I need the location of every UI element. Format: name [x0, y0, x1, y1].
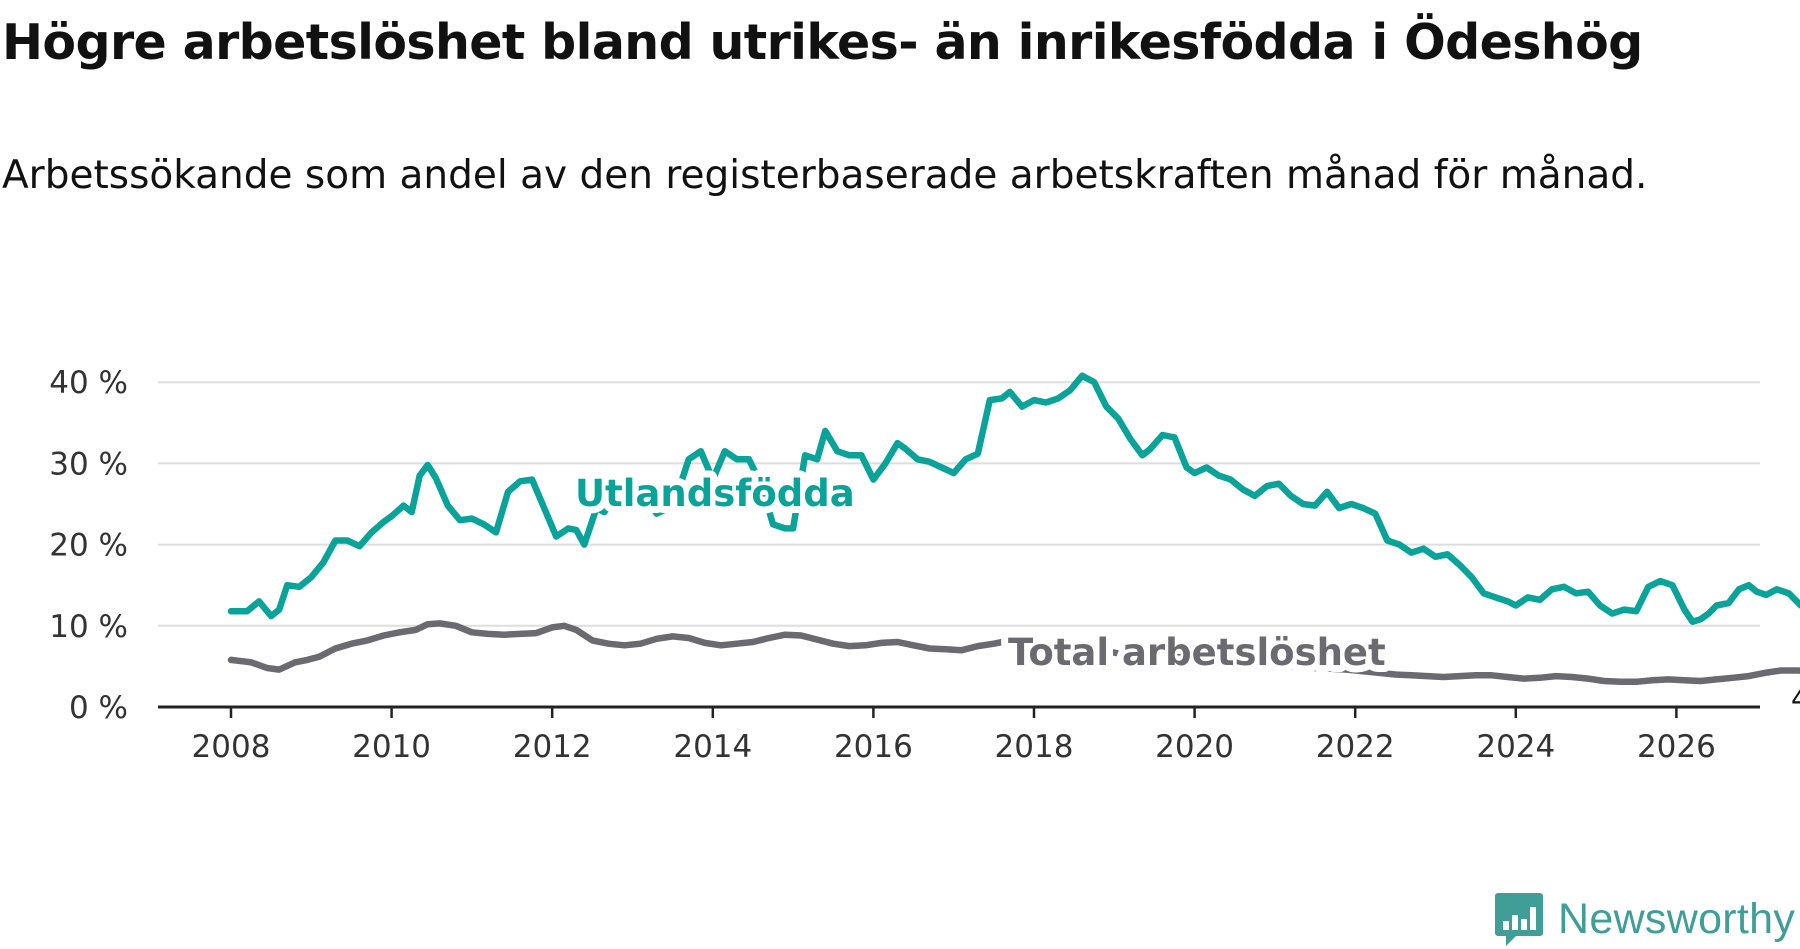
brand-name: Newsworthy [1558, 894, 1796, 943]
series-lines [227, 372, 1800, 686]
series-end-label: 4,3 % [1791, 682, 1800, 715]
x-tick-label: 2022 [1316, 729, 1395, 765]
y-tick-label: 0 % [69, 690, 128, 726]
x-tick-label: 2008 [192, 729, 271, 765]
y-axis-tick-labels: 0 % 10 % 20 % 30 % 40 % [49, 365, 128, 726]
y-tick-label: 40 % [49, 365, 128, 401]
chart-title: Högre arbetslöshet bland utrikes- än inr… [2, 14, 1643, 71]
x-tick-label: 2014 [673, 729, 752, 765]
x-tick-label: 2024 [1476, 729, 1555, 765]
series-name-label: Total arbetslöshet [1008, 631, 1386, 674]
y-tick-label: 20 % [49, 528, 128, 564]
brand-logo: Newsworthy [1494, 889, 1795, 949]
x-axis: 2008 2010 2012 2014 2016 2018 2020 2022 2024 2026 [158, 705, 1760, 765]
newsworthy-logo-icon [1495, 893, 1543, 946]
gridlines [158, 381, 1760, 627]
x-tick-label: 2020 [1155, 729, 1234, 765]
chart-subtitle: Arbetssökande som andel av den registerb… [2, 153, 1648, 198]
x-tick-label: 2010 [352, 729, 431, 765]
series-line-utlandsfodda [227, 372, 1800, 625]
x-tick-label: 2016 [834, 729, 913, 765]
y-tick-label: 30 % [49, 446, 128, 482]
x-tick-label: 2018 [995, 729, 1074, 765]
y-tick-label: 10 % [49, 609, 128, 645]
series-line-total [227, 620, 1800, 686]
series-name-label: Utlandsfödda [575, 472, 855, 515]
x-tick-label: 2026 [1637, 729, 1716, 765]
x-tick-label: 2012 [513, 729, 592, 765]
